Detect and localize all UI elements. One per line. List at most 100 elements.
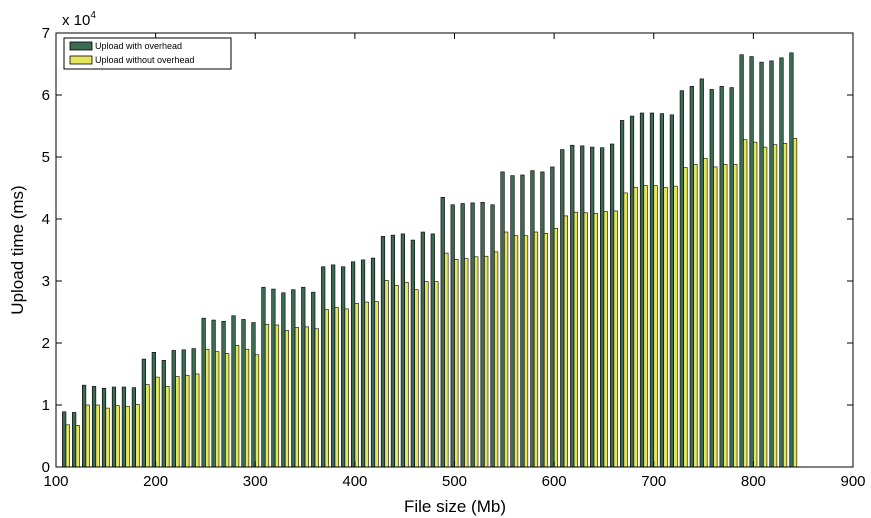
bar-without-overhead — [723, 164, 728, 468]
bar-without-overhead — [553, 228, 559, 468]
bar-without-overhead — [274, 324, 280, 468]
bar-without-overhead — [404, 281, 409, 468]
bar-without-overhead — [394, 285, 399, 468]
bar-without-overhead — [364, 301, 369, 468]
bar-with-overhead — [769, 60, 774, 468]
x-axis-label: File size (Mb) — [404, 497, 506, 516]
bar-without-overhead — [165, 386, 170, 468]
bar-with-overhead — [430, 233, 435, 468]
bar-with-overhead — [231, 315, 236, 468]
x-tick-label: 300 — [243, 473, 268, 490]
bar-without-overhead — [225, 353, 230, 468]
bar-with-overhead — [580, 145, 585, 468]
bar-with-overhead — [390, 234, 396, 468]
bar-without-overhead — [374, 301, 379, 468]
bar-with-overhead — [161, 360, 166, 468]
bar-without-overhead — [454, 258, 459, 468]
bar-with-overhead — [360, 259, 366, 468]
bar-without-overhead — [464, 258, 469, 468]
bar-without-overhead — [513, 235, 519, 468]
bar-with-overhead — [560, 149, 565, 468]
y-tick-label: 7 — [42, 25, 50, 42]
bar-without-overhead — [65, 424, 70, 468]
bar-with-overhead — [699, 78, 704, 468]
bar-with-overhead — [301, 286, 306, 468]
bar-without-overhead — [494, 251, 499, 468]
bar-with-overhead — [410, 239, 415, 468]
bar-with-overhead — [520, 174, 525, 468]
bar-without-overhead — [593, 213, 598, 468]
bar-with-overhead — [91, 386, 97, 468]
bar-with-overhead — [729, 87, 734, 468]
x-tick-label: 400 — [342, 473, 367, 490]
bar-without-overhead — [294, 327, 299, 468]
bar-without-overhead — [673, 185, 678, 468]
bar-with-overhead — [600, 147, 605, 468]
bar-with-overhead — [331, 264, 336, 468]
x-tick-label: 500 — [442, 473, 467, 490]
bar-without-overhead — [643, 185, 648, 468]
bar-with-overhead — [719, 86, 724, 468]
y-tick-label: 5 — [42, 149, 50, 166]
legend-label-without-overhead: Upload without overhead — [95, 55, 195, 65]
bar-without-overhead — [354, 303, 359, 468]
bar-with-overhead — [380, 236, 386, 468]
bar-without-overhead — [125, 405, 130, 468]
bar-without-overhead — [85, 404, 90, 468]
bar-with-overhead — [171, 350, 176, 468]
bar-without-overhead — [703, 157, 708, 468]
y-tick-label: 1 — [42, 397, 50, 414]
x-tick-label: 200 — [143, 473, 168, 490]
x-tick-label: 900 — [840, 473, 865, 490]
bar-with-overhead — [749, 56, 754, 468]
bar-with-overhead — [111, 386, 117, 468]
bar-with-overhead — [131, 387, 137, 468]
bar-with-overhead — [490, 204, 495, 468]
bar-without-overhead — [504, 231, 509, 468]
bar-without-overhead — [205, 348, 210, 468]
bar-without-overhead — [743, 139, 748, 468]
bar-without-overhead — [185, 374, 190, 468]
bar-without-overhead — [583, 212, 588, 468]
bar-without-overhead — [304, 326, 309, 468]
bar-with-overhead — [789, 52, 794, 468]
bar-with-overhead — [590, 146, 595, 468]
bar-without-overhead — [753, 141, 758, 468]
bar-with-overhead — [191, 348, 196, 468]
x-tick-label: 700 — [641, 473, 666, 490]
bar-with-overhead — [261, 286, 266, 468]
bar-with-overhead — [550, 166, 555, 468]
bar-without-overhead — [314, 328, 319, 468]
y-axis-label: Upload time (ms) — [8, 185, 27, 314]
bar-without-overhead — [613, 210, 618, 468]
bar-without-overhead — [444, 252, 449, 468]
bar-with-overhead — [709, 89, 714, 468]
bar-with-overhead — [460, 203, 465, 468]
bar-with-overhead — [121, 386, 127, 468]
bar-without-overhead — [254, 354, 260, 468]
bar-with-overhead — [341, 266, 346, 468]
bar-without-overhead — [215, 351, 220, 468]
bar-with-overhead — [619, 120, 625, 468]
bar-with-overhead — [251, 322, 256, 468]
bar-without-overhead — [533, 231, 539, 468]
bar-without-overhead — [95, 404, 100, 468]
x-tick-label: 600 — [542, 473, 567, 490]
bar-without-overhead — [772, 144, 778, 468]
bar-with-overhead — [739, 54, 744, 468]
bar-with-overhead — [510, 175, 515, 468]
bar-with-overhead — [679, 90, 684, 468]
bar-with-overhead — [400, 233, 405, 468]
bar-without-overhead — [105, 407, 110, 468]
bar-with-overhead — [271, 288, 276, 468]
bar-without-overhead — [633, 187, 638, 468]
x-tick-label: 100 — [43, 473, 68, 490]
bars-layer — [62, 52, 798, 468]
bar-with-overhead — [440, 197, 445, 468]
bar-with-overhead — [470, 202, 475, 468]
bar-without-overhead — [155, 376, 160, 468]
bar-with-overhead — [629, 115, 635, 468]
bar-with-overhead — [241, 319, 246, 468]
bar-without-overhead — [284, 330, 290, 468]
